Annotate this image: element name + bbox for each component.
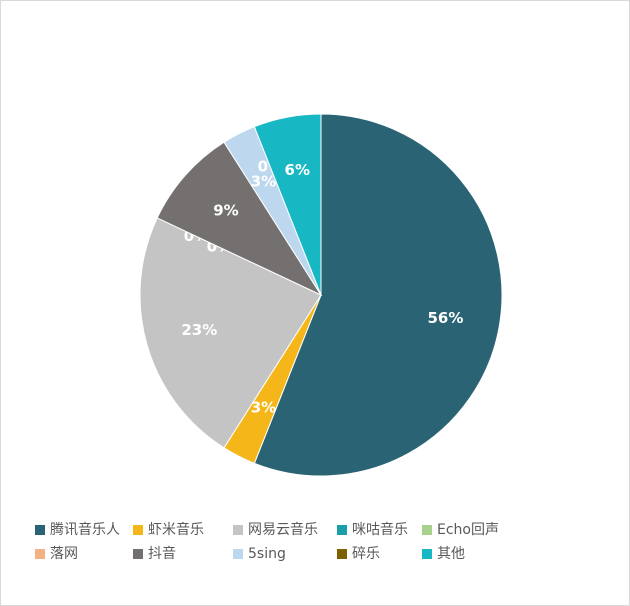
legend-label: Echo回声 — [437, 522, 499, 538]
legend-swatch — [133, 549, 143, 559]
legend-label: 腾讯音乐人 — [50, 521, 120, 538]
legend-swatch — [337, 549, 347, 559]
legend-swatch — [233, 525, 243, 535]
data-label: 3% — [251, 173, 276, 191]
legend-swatch — [35, 549, 45, 559]
data-label: 56% — [428, 309, 464, 327]
legend-swatch — [233, 549, 243, 559]
pie-slice — [253, 113, 503, 477]
data-label: 6% — [285, 161, 310, 179]
data-label: 9% — [213, 202, 238, 220]
legend-label: 虾米音乐 — [148, 521, 204, 538]
data-label: 23% — [181, 321, 217, 339]
legend-swatch — [35, 525, 45, 535]
legend-swatch — [422, 549, 432, 559]
pie-slice — [139, 217, 322, 449]
legend-label: 网易云音乐 — [248, 521, 318, 538]
pie-slice — [253, 113, 322, 296]
legend-label: 落网 — [50, 546, 78, 562]
legend-label: 其他 — [437, 546, 465, 562]
legend-label: 5sing — [248, 546, 286, 562]
data-label: 3% — [251, 398, 276, 416]
legend-swatch — [133, 525, 143, 535]
legend-label: 抖音 — [148, 545, 176, 562]
legend-label: 碎乐 — [352, 546, 380, 562]
legend-label: 咪咕音乐 — [352, 521, 408, 538]
legend-swatch — [337, 525, 347, 535]
pie-slice — [156, 141, 323, 297]
legend-swatch — [422, 525, 432, 535]
